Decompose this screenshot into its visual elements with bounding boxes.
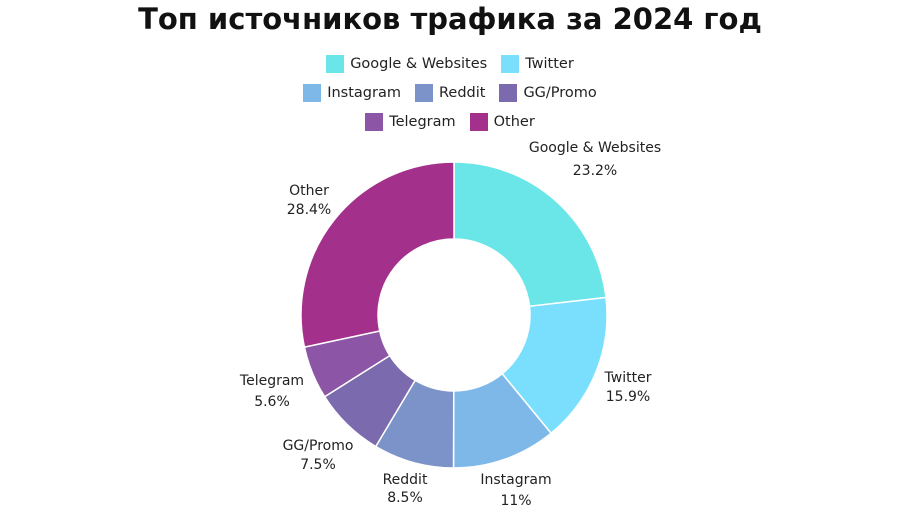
legend-label-twitter: Twitter xyxy=(525,56,574,72)
slice-label-google: Google & Websites xyxy=(529,140,661,156)
legend-item-instagram: Instagram xyxy=(303,84,401,102)
slice-label-instagram: Instagram xyxy=(480,472,551,488)
legend-swatch-telegram xyxy=(365,113,384,131)
slice-label-twitter: Twitter xyxy=(604,370,652,386)
legend-swatch-reddit xyxy=(414,84,433,102)
slice-google xyxy=(453,161,607,308)
slice-value-reddit: 8.5% xyxy=(387,490,423,506)
legend-swatch-google xyxy=(326,55,345,73)
legend-item-google: Google & Websites xyxy=(326,55,487,73)
slice-value-telegram: 5.6% xyxy=(254,394,290,410)
legend-item-ggpromo: GG/Promo xyxy=(499,84,597,102)
legend-item-reddit: Reddit xyxy=(414,84,486,102)
legend-label-instagram: Instagram xyxy=(327,85,401,101)
slice-label-other: Other xyxy=(289,183,329,199)
legend-label-other: Other xyxy=(493,114,535,130)
legend-swatch-ggpromo xyxy=(499,84,518,102)
legend-swatch-other xyxy=(469,113,488,131)
legend-label-google: Google & Websites xyxy=(350,56,488,72)
slice-other xyxy=(300,161,455,349)
slice-label-reddit: Reddit xyxy=(383,472,428,488)
legend-swatch-twitter xyxy=(501,55,520,73)
legend-item-twitter: Twitter xyxy=(501,55,574,73)
slice-value-other: 28.4% xyxy=(287,202,331,218)
legend-row-2: Instagram Reddit GG/Promo xyxy=(0,84,900,102)
legend-label-reddit: Reddit xyxy=(438,85,486,101)
legend-label-telegram: Telegram xyxy=(389,114,456,130)
legend-item-other: Other xyxy=(469,113,535,131)
slice-value-instagram: 11% xyxy=(500,493,531,506)
slice-value-twitter: 15.9% xyxy=(606,389,650,405)
slice-label-telegram: Telegram xyxy=(239,373,304,389)
legend-swatch-instagram xyxy=(303,84,322,102)
legend-item-telegram: Telegram xyxy=(365,113,456,131)
slice-label-ggpromo: GG/Promo xyxy=(283,438,354,454)
legend-row-1: Google & Websites Twitter xyxy=(0,55,900,73)
slice-value-ggpromo: 7.5% xyxy=(300,457,336,473)
chart-title: Топ источников трафика за 2024 год xyxy=(138,2,762,36)
slice-value-google: 23.2% xyxy=(573,163,617,179)
legend-label-ggpromo: GG/Promo xyxy=(523,85,597,101)
legend-row-3: Telegram Other xyxy=(0,113,900,131)
